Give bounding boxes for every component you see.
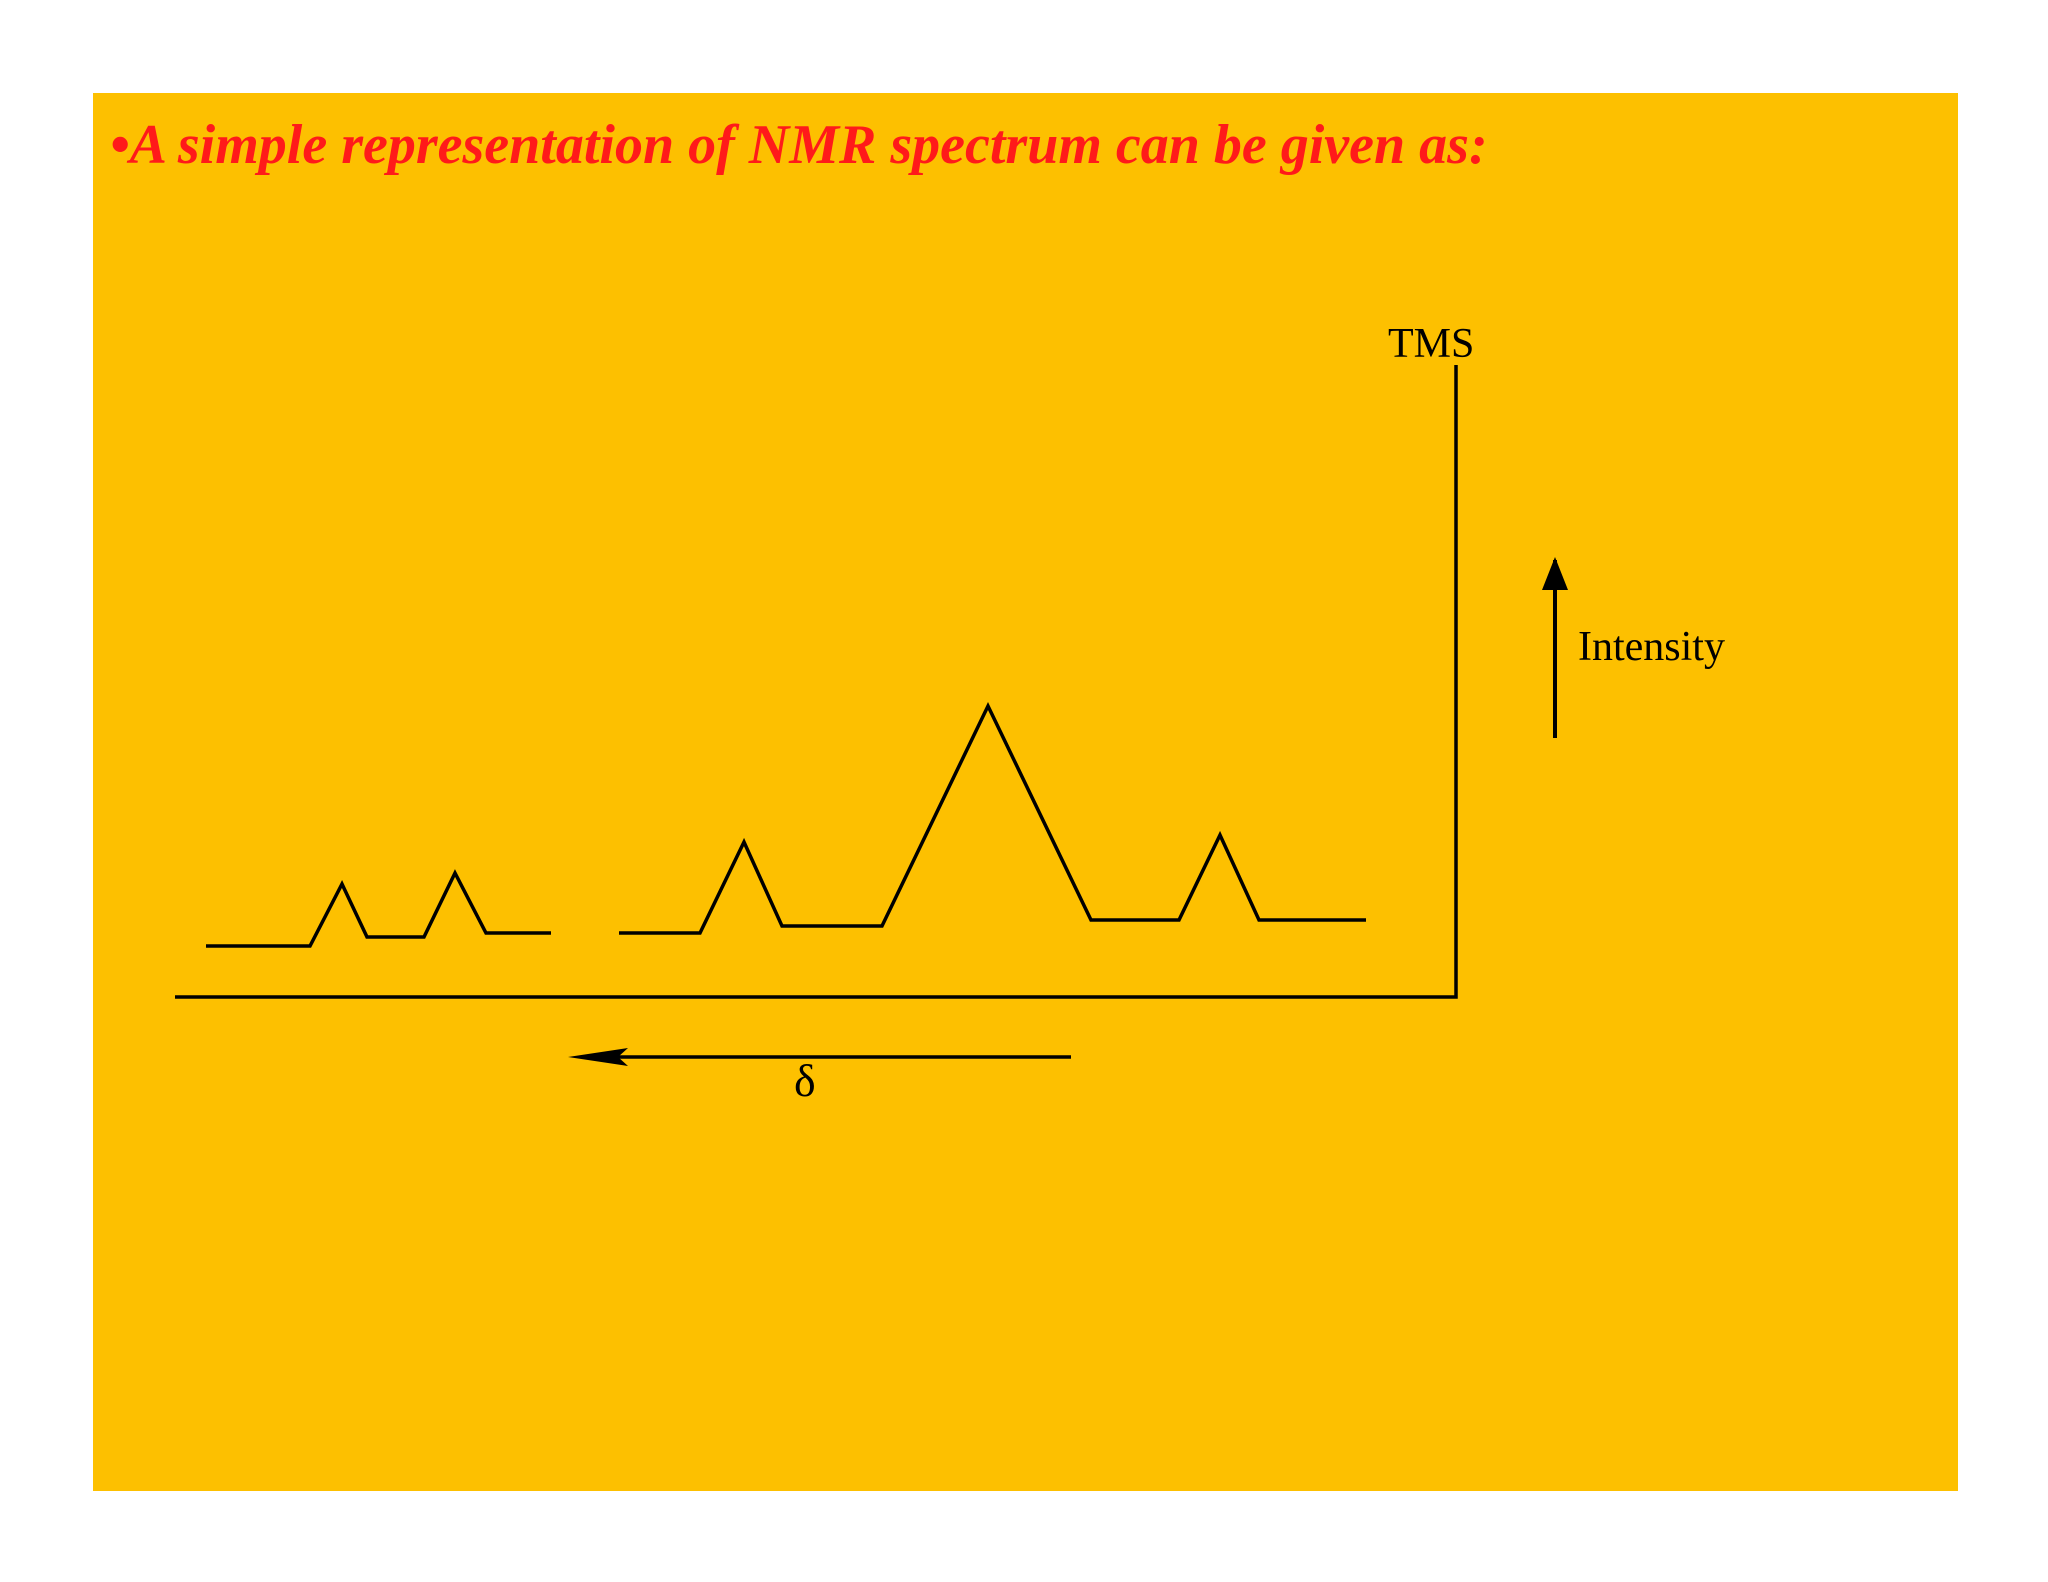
intensity-label: Intensity <box>1578 624 1725 670</box>
slide-background <box>93 93 1958 1491</box>
peak-group-right <box>619 701 1366 935</box>
slide-title: •A simple representation of NMR spectrum… <box>110 114 1488 176</box>
spectrum-baseline-axis <box>175 365 1458 999</box>
delta-arrowhead <box>568 1048 628 1066</box>
intensity-arrowhead <box>1542 557 1568 590</box>
peak-group-left <box>206 869 551 948</box>
tms-label: TMS <box>1388 321 1474 367</box>
delta-label: δ <box>794 1055 816 1106</box>
